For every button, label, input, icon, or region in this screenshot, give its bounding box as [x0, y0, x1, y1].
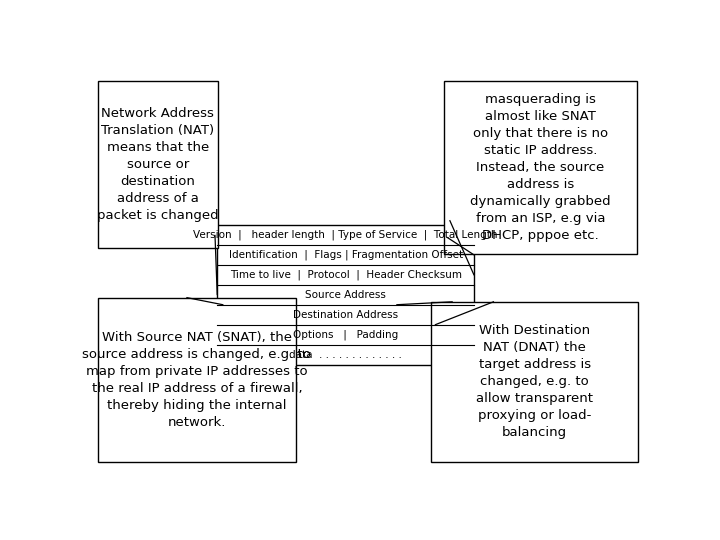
Text: Network Address
Translation (NAT)
means that the
source or
destination
address o: Network Address Translation (NAT) means … [97, 107, 219, 222]
Text: Options   |   Padding: Options | Padding [293, 329, 398, 340]
Text: Source Address: Source Address [305, 290, 386, 300]
Text: Identification  |  Flags | Fragmentation Offset: Identification | Flags | Fragmentation O… [228, 249, 463, 260]
Text: masquerading is
almost like SNAT
only that there is no
static IP address.
Instea: masquerading is almost like SNAT only th… [470, 93, 611, 242]
Text: Destination Address: Destination Address [293, 310, 398, 320]
Bar [98, 298, 296, 462]
Bar [431, 302, 638, 462]
Bar [217, 225, 474, 364]
Bar [444, 82, 636, 254]
Text: data  . . . . . . . . . . . . .: data . . . . . . . . . . . . . [289, 349, 402, 360]
Text: Time to live  |  Protocol  |  Header Checksum: Time to live | Protocol | Header Checksu… [230, 269, 462, 280]
Text: With Destination
NAT (DNAT) the
target address is
changed, e.g. to
allow transpa: With Destination NAT (DNAT) the target a… [476, 325, 593, 440]
Text: With Source NAT (SNAT), the
source address is changed, e.g. to
map from private : With Source NAT (SNAT), the source addre… [82, 331, 311, 429]
Text: Version  |   header length  | Type of Service  |  Total Length: Version | header length | Type of Servic… [193, 230, 498, 240]
Bar [98, 82, 217, 248]
